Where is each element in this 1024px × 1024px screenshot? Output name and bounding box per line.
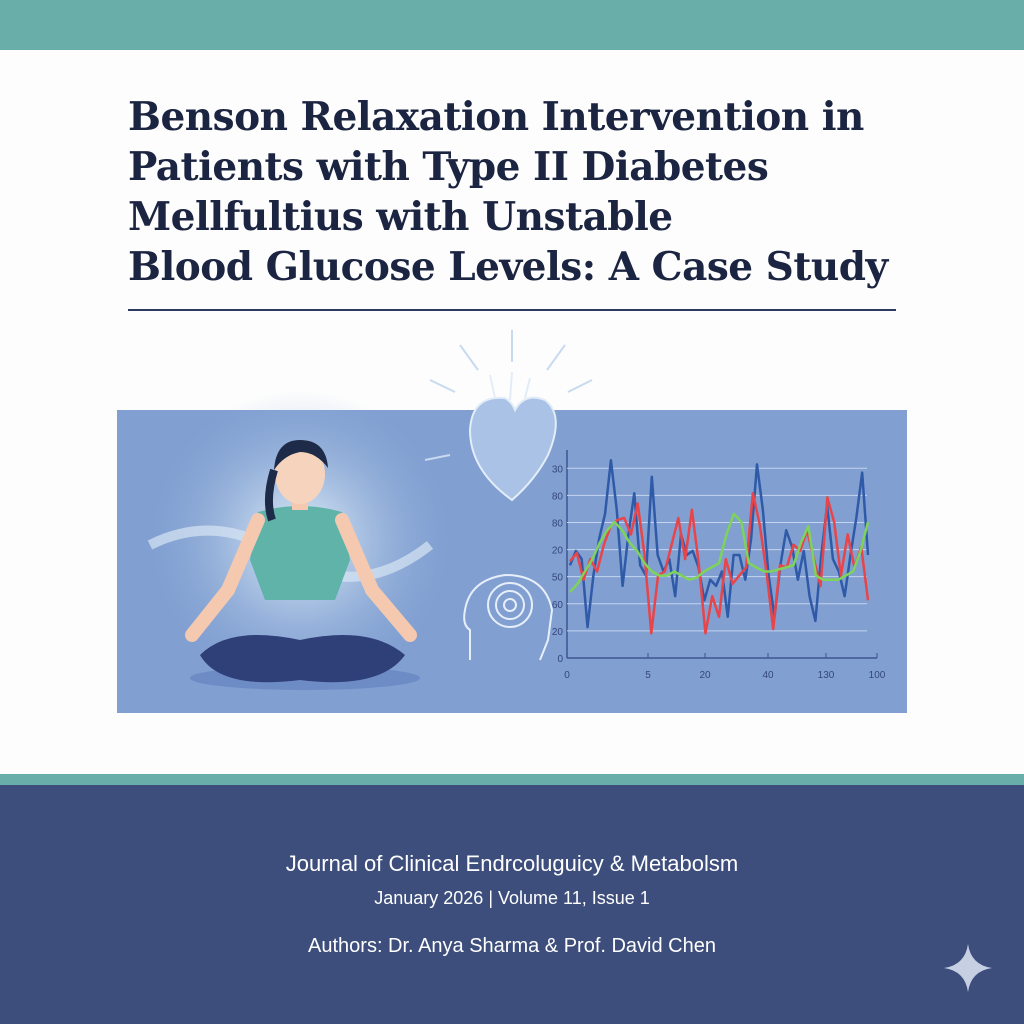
- y-tick-label: 20: [552, 546, 564, 557]
- meditating-woman-icon: [147, 390, 450, 690]
- y-tick-label: 80: [552, 518, 564, 529]
- y-tick-label: 30: [552, 464, 564, 475]
- sparkle-icon: [944, 944, 992, 992]
- title-line: Benson Relaxation Intervention in: [128, 94, 864, 140]
- x-tick-label: 130: [818, 670, 835, 681]
- x-tick-label: 0: [564, 670, 570, 681]
- title-line: Mellfultius with Unstable: [128, 194, 673, 240]
- glucose-chart: 0 20 60 50 20 80 80 30 0 5 20 40 130 100: [552, 450, 886, 681]
- footer-accent-line: [0, 774, 1024, 785]
- series-line-1: [568, 458, 870, 629]
- heart-rays: [424, 330, 593, 461]
- heart-icon: [468, 371, 557, 502]
- x-tick-label: 20: [699, 670, 711, 681]
- title-divider: [128, 309, 896, 311]
- y-tick-label: 0: [557, 654, 563, 665]
- y-tick-label: 20: [552, 627, 564, 638]
- footer: Journal of Clinical Endrcoluguicy & Meta…: [0, 785, 1024, 1024]
- y-tick-label: 80: [552, 491, 564, 502]
- brain-head-icon: [463, 573, 554, 661]
- y-tick-label: 60: [552, 600, 564, 611]
- top-accent-band: [0, 0, 1024, 50]
- y-tick-label: 50: [552, 573, 564, 584]
- authors: Authors: Dr. Anya Sharma & Prof. David C…: [308, 935, 716, 957]
- title-line: Blood Glucose Levels: A Case Study: [128, 244, 888, 290]
- series-line-3: [569, 512, 870, 593]
- title-line: Patients with Type II Diabetes: [128, 144, 769, 190]
- x-tick-label: 100: [869, 670, 886, 681]
- issue-info: January 2026 | Volume 11, Issue 1: [374, 888, 650, 908]
- x-tick-label: 5: [645, 670, 651, 681]
- journal-name: Journal of Clinical Endrcoluguicy & Meta…: [285, 851, 739, 876]
- article-title: Benson Relaxation Intervention in Patien…: [128, 92, 928, 292]
- illustration: 0 20 60 50 20 80 80 30 0 5 20 40 130 100: [117, 330, 907, 713]
- x-tick-label: 40: [762, 670, 774, 681]
